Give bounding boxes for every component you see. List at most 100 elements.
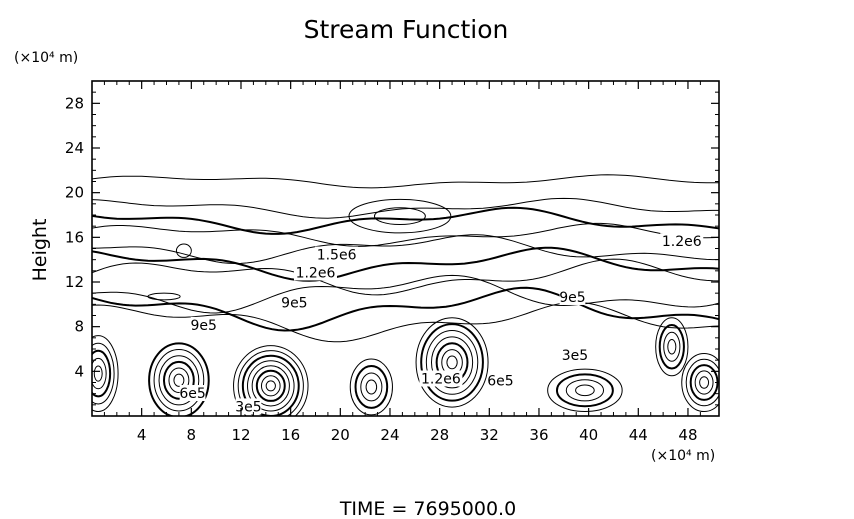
eddy-contour-ring xyxy=(173,373,185,387)
eddy-contour-ring xyxy=(555,373,614,408)
contour-label: 9e5 xyxy=(191,318,217,334)
x-tick-label: 32 xyxy=(480,426,499,444)
contour-label: 3e5 xyxy=(562,348,588,364)
y-tick-label: 8 xyxy=(74,318,84,336)
eddy-contour-ring xyxy=(547,368,623,413)
contour-band-line xyxy=(92,258,719,296)
eddy-contour-ring xyxy=(699,376,710,389)
eddy-contour-ring xyxy=(241,354,300,416)
contour-label: 9e5 xyxy=(559,290,585,306)
x-tick-label: 28 xyxy=(430,426,449,444)
eddy-contour-ring xyxy=(575,384,595,397)
eddy-contour-ring xyxy=(233,345,309,416)
eddy-contour-ring xyxy=(565,379,605,402)
eddy-contour-ring xyxy=(92,357,107,390)
contour-lines xyxy=(92,174,719,416)
contour-label: 1.2e6 xyxy=(421,372,461,388)
contour-label-bg xyxy=(315,246,359,263)
eddy-contour-ring xyxy=(348,198,452,234)
eddy-contour-ring xyxy=(265,380,276,392)
eddy-contour-ring xyxy=(658,323,685,370)
x-tick-label: 4 xyxy=(137,426,147,444)
eddy-contour-ring xyxy=(251,365,290,407)
x-tick-label: 40 xyxy=(579,426,598,444)
x-tick-label: 48 xyxy=(678,426,697,444)
contour-label-bg xyxy=(419,370,463,387)
x-tick-label: 16 xyxy=(281,426,300,444)
contour-label-bg xyxy=(235,398,262,415)
eddy-contour-ring xyxy=(415,317,489,408)
x-tick-label: 8 xyxy=(187,426,197,444)
y-tick-label: 24 xyxy=(65,139,84,157)
eddy-contour-ring xyxy=(247,360,295,412)
contour-label-bg xyxy=(190,316,217,333)
contour-label: 1.2e6 xyxy=(296,265,336,281)
eddy-contour-ring xyxy=(446,355,458,370)
eddy-contour-ring xyxy=(354,365,389,409)
eddy-contour-ring xyxy=(420,323,484,402)
contour-label-bg xyxy=(562,347,588,364)
x-tick-label: 12 xyxy=(231,426,250,444)
contour-label: 9e5 xyxy=(281,296,307,312)
eddy-contour-ring xyxy=(255,369,286,402)
eddy-contour-ring xyxy=(349,358,393,416)
contour-label-bg xyxy=(660,233,704,250)
eddy-contour-ring xyxy=(430,336,474,389)
contour-band-line xyxy=(92,222,719,247)
eddy-contour-ring xyxy=(685,358,719,407)
eddy-contour-ring xyxy=(655,317,689,377)
contour-label: 1.2e6 xyxy=(662,234,702,250)
contour-band-line xyxy=(92,234,719,265)
contour-band-line xyxy=(92,274,719,314)
y-tick-label: 20 xyxy=(65,184,84,202)
eddy-contour-ring xyxy=(663,331,681,362)
eddy-contour-ring xyxy=(147,292,181,301)
eddy-contour-ring xyxy=(237,350,304,416)
eddy-contour-ring xyxy=(175,243,192,258)
contour-label: 6e5 xyxy=(487,374,513,390)
contour-band-line xyxy=(92,197,719,219)
eddy-contour-ring xyxy=(694,370,714,395)
contour-band-line xyxy=(92,286,719,332)
contour-label-bg xyxy=(281,294,308,311)
eddy-contour-ring xyxy=(365,379,378,395)
eddy-contour-ring xyxy=(360,372,383,402)
contour-label-bg xyxy=(293,264,337,281)
eddy-contour-ring xyxy=(163,360,195,400)
y-unit-label: (×10⁴ m) xyxy=(14,50,78,66)
x-tick-label: 24 xyxy=(380,426,399,444)
eddy-contour-ring xyxy=(667,339,677,355)
y-tick-label: 16 xyxy=(65,228,84,246)
y-axis-label: Height xyxy=(29,219,51,282)
contour-band-line xyxy=(92,206,719,235)
x-tick-label: 44 xyxy=(629,426,648,444)
eddy-contour-ring xyxy=(260,375,281,397)
eddy-contour-ring xyxy=(92,342,115,405)
contour-label: 1.5e6 xyxy=(317,248,357,264)
contour-labels: 1.5e61.2e61.2e69e59e59e56e56e53e51.2e63e… xyxy=(179,233,704,415)
eddy-contour-ring xyxy=(425,329,479,395)
y-tick-label: 28 xyxy=(65,94,84,112)
eddy-contour-ring xyxy=(373,207,426,225)
x-tick-label: 20 xyxy=(331,426,350,444)
x-unit-label: (×10⁴ m) xyxy=(651,448,715,464)
x-tick-label: 36 xyxy=(529,426,548,444)
contour-label: 6e5 xyxy=(179,386,205,402)
contour-band-line xyxy=(92,246,719,282)
contour-band-line xyxy=(92,174,719,189)
eddy-contour-ring xyxy=(168,367,190,394)
contour-label-bg xyxy=(487,372,514,389)
eddy-contour-ring xyxy=(681,352,719,413)
time-footer: TIME = 7695000.0 xyxy=(339,498,516,519)
contour-label: 3e5 xyxy=(235,399,261,415)
y-tick-label: 4 xyxy=(74,362,84,380)
eddy-contour-ring xyxy=(92,335,119,413)
contour-label-bg xyxy=(179,385,206,402)
eddy-contour-ring xyxy=(92,349,112,398)
contour-band-line xyxy=(92,301,719,343)
eddy-contour-ring xyxy=(93,365,103,382)
plot-frame xyxy=(91,80,720,417)
contour-label-bg xyxy=(559,288,586,305)
